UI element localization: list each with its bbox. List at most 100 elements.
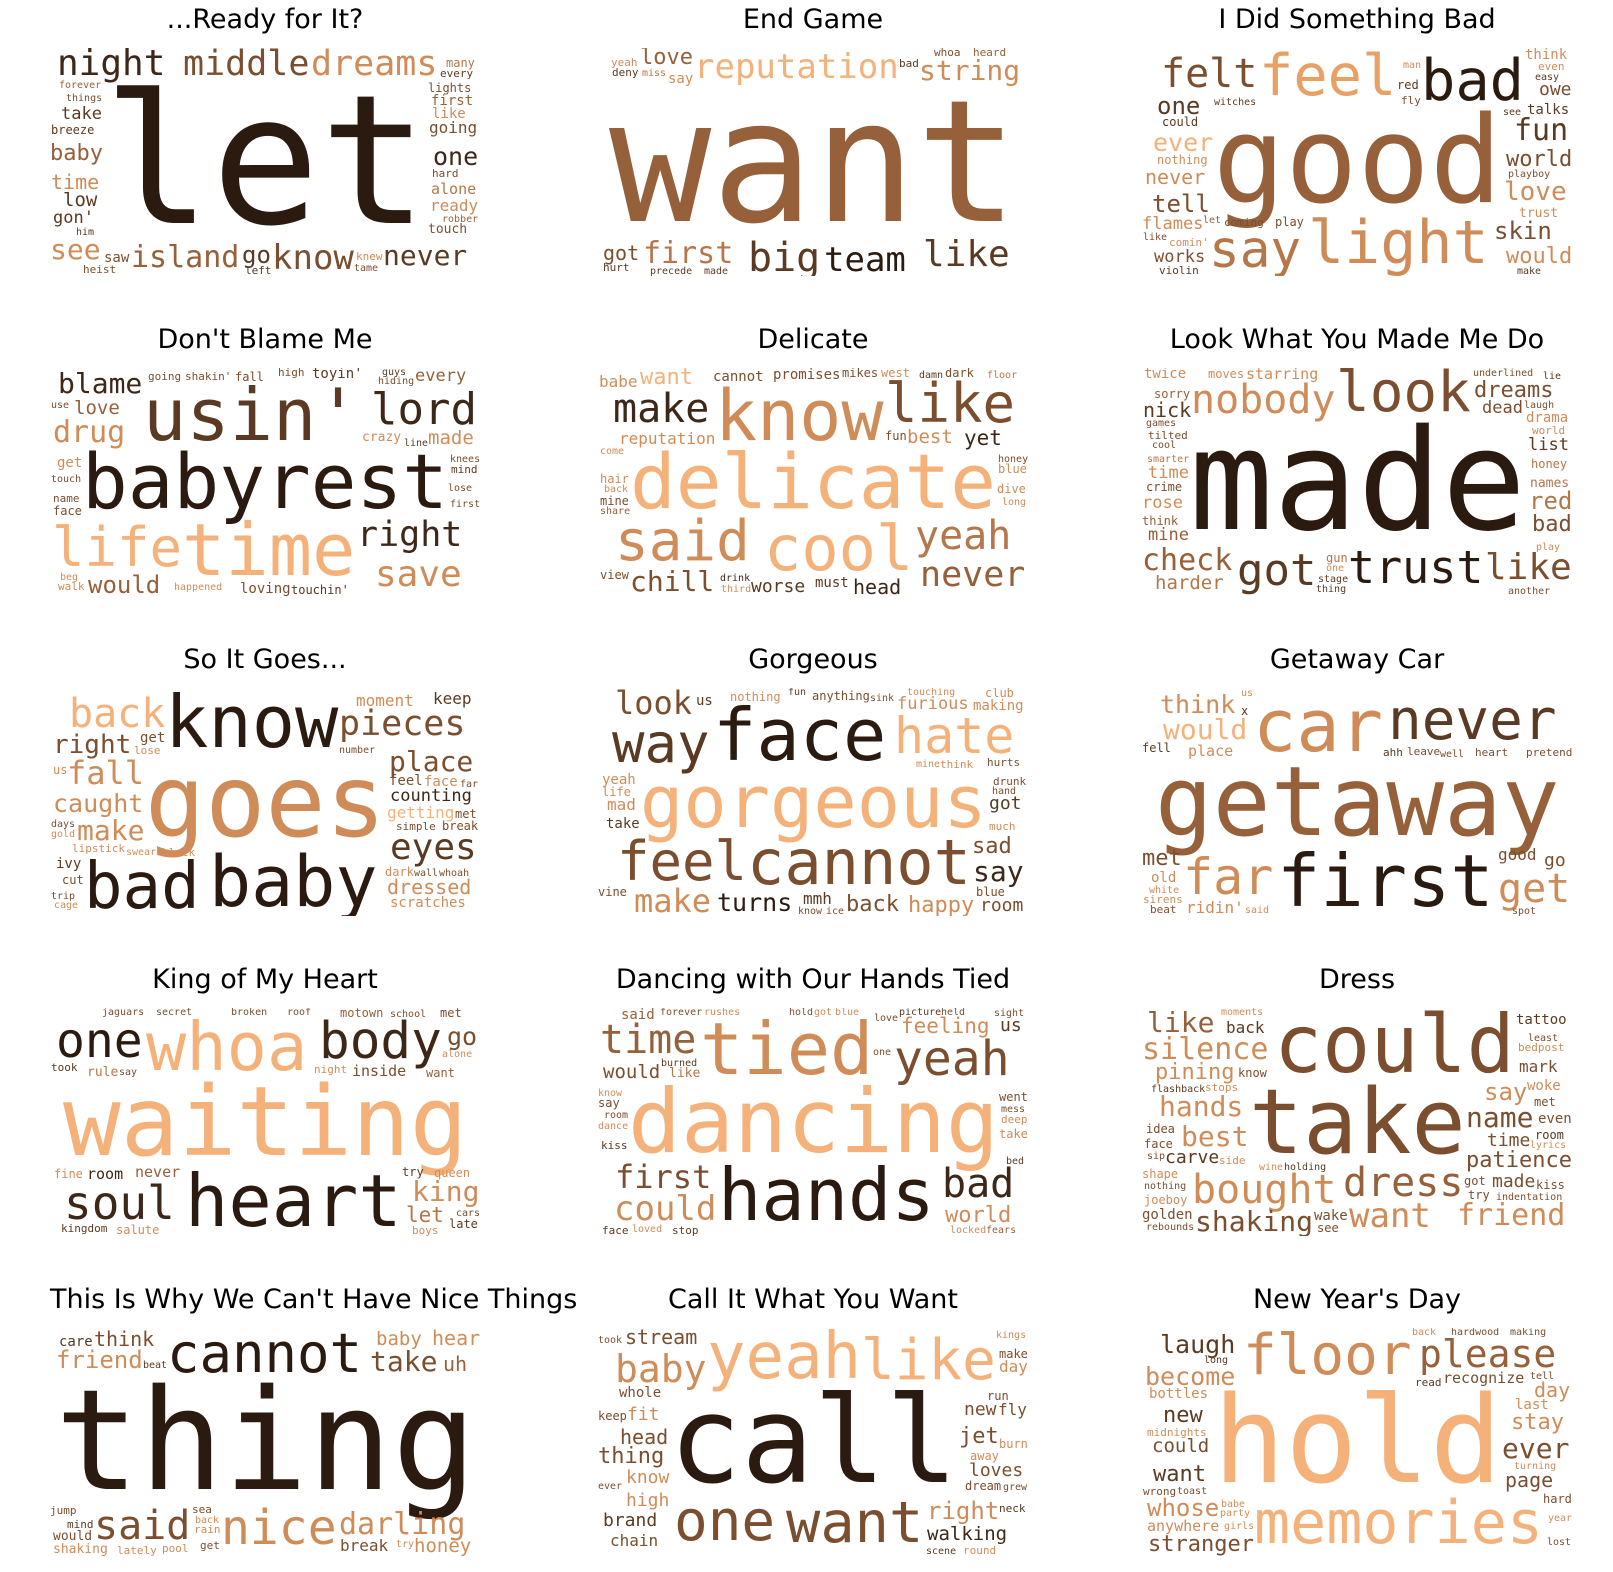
cloud-word: loves bbox=[969, 1460, 1024, 1482]
cloud-word: pool bbox=[162, 1542, 189, 1556]
cloud-word: works bbox=[1154, 247, 1206, 268]
cloud-word: play bbox=[1275, 215, 1304, 230]
cloud-word: wrong bbox=[1143, 1485, 1177, 1499]
cloud-word: could bbox=[1162, 115, 1199, 130]
cloud-word: know bbox=[598, 1087, 623, 1099]
cloud-word: stay bbox=[1511, 1409, 1564, 1435]
cloud-word: high bbox=[626, 1490, 670, 1512]
cloud-word: new bbox=[964, 1399, 997, 1421]
word-cloud-panel: Don't Blame Me babyrest usin' time life right… bbox=[50, 320, 480, 596]
cloud-word: mine bbox=[916, 758, 941, 770]
cloud-word: never bbox=[1388, 688, 1557, 754]
cloud-word: look bbox=[615, 688, 693, 723]
cloud-word: beat bbox=[143, 1359, 168, 1371]
cloud-word: playboy bbox=[1508, 168, 1551, 180]
cloud-word: coming bbox=[1224, 216, 1264, 230]
cloud-word: know bbox=[165, 688, 339, 765]
cloud-word: west bbox=[881, 368, 910, 381]
cloud-word: saw bbox=[104, 250, 130, 267]
cloud-word: hardwood bbox=[1451, 1328, 1500, 1338]
cloud-word: jet bbox=[959, 1423, 999, 1449]
cloud-word: run bbox=[987, 1389, 1009, 1404]
cloud-word: day bbox=[1534, 1378, 1571, 1402]
cloud-word: fall bbox=[235, 370, 264, 385]
cloud-word: woke bbox=[1527, 1078, 1561, 1095]
cloud-word: honey bbox=[414, 1535, 472, 1556]
cloud-word: sink bbox=[870, 692, 895, 704]
cloud-word: get bbox=[200, 1539, 220, 1553]
cloud-word: things bbox=[66, 92, 103, 104]
cloud-word: red bbox=[1529, 486, 1572, 515]
cloud-word: rose bbox=[1142, 493, 1183, 514]
cloud-word: got bbox=[1464, 1174, 1486, 1189]
cloud-word: feel bbox=[617, 830, 748, 894]
cloud-word: held bbox=[941, 1008, 966, 1018]
cloud-word: like bbox=[1143, 231, 1168, 243]
cloud-word: time bbox=[600, 1017, 697, 1063]
cloud-word: bad bbox=[899, 57, 919, 71]
cloud-word: mine bbox=[1148, 525, 1189, 546]
cloud-word: bedpost bbox=[1518, 1041, 1565, 1055]
cloud-word: tame bbox=[354, 262, 379, 274]
cloud-word: old bbox=[1151, 870, 1177, 887]
panel-title: Look What You Made Me Do bbox=[1169, 324, 1545, 355]
cloud-word: come bbox=[600, 445, 625, 457]
cloud-word: sad bbox=[972, 833, 1012, 859]
cloud-word: us bbox=[1000, 1015, 1022, 1037]
cloud-word: picture bbox=[899, 1008, 942, 1018]
cloud-word: away bbox=[970, 1449, 999, 1464]
cloud-word: know bbox=[272, 238, 354, 276]
word-cloud-panel: I Did Something Badgoodlightfeelbadsayso… bbox=[1142, 0, 1572, 276]
cloud-word: hurts bbox=[987, 756, 1021, 770]
cloud-word: number bbox=[339, 744, 376, 756]
cloud-word: flashback bbox=[1151, 1083, 1206, 1095]
cloud-word: damn bbox=[919, 369, 944, 381]
cloud-word: could bbox=[614, 1189, 717, 1230]
cloud-word: team bbox=[824, 240, 906, 276]
cloud-word: new bbox=[1163, 1402, 1203, 1428]
cloud-word: whole bbox=[619, 1385, 662, 1402]
cloud-word: ridin' bbox=[1186, 898, 1244, 916]
cloud-word: moments bbox=[1221, 1008, 1264, 1018]
cloud-word: red bbox=[1397, 78, 1419, 93]
cloud-word: promises bbox=[773, 368, 841, 384]
cloud-word: salute bbox=[116, 1223, 160, 1236]
cloud-word: want bbox=[426, 1066, 455, 1081]
cloud-word: best bbox=[1181, 1119, 1249, 1153]
cloud-word: lord bbox=[371, 383, 477, 435]
word-cloud: wantgameendreputationbigteamlikefirststr… bbox=[598, 48, 1028, 276]
cloud-word: crime bbox=[1146, 480, 1183, 495]
cloud-word: whoah bbox=[439, 867, 470, 879]
cloud-word: scratches bbox=[390, 895, 466, 912]
cloud-word: say bbox=[668, 71, 694, 88]
cloud-word: left bbox=[245, 264, 272, 276]
cloud-word: far bbox=[1183, 847, 1274, 906]
cloud-word: blue bbox=[998, 462, 1027, 477]
cloud-word: another bbox=[1508, 585, 1551, 596]
cloud-word: hold bbox=[789, 1008, 814, 1018]
cloud-word: toyin' bbox=[312, 368, 363, 383]
panel-title: Call It What You Want bbox=[668, 1284, 958, 1315]
cloud-word: back bbox=[1412, 1328, 1437, 1338]
cloud-word: broken bbox=[231, 1008, 268, 1018]
cloud-word: lights bbox=[428, 81, 472, 96]
cloud-word: take bbox=[1249, 1069, 1466, 1175]
cloud-word: fears bbox=[986, 1224, 1017, 1236]
cloud-word: see bbox=[1317, 1221, 1339, 1236]
cloud-word: yeah bbox=[611, 56, 638, 70]
cloud-word: dancing bbox=[628, 1069, 999, 1173]
cloud-word: pieces bbox=[339, 704, 466, 745]
cloud-word: think bbox=[1142, 514, 1179, 529]
cloud-word: ever bbox=[1153, 127, 1214, 157]
cloud-word: keep bbox=[598, 1409, 627, 1424]
cloud-word: last bbox=[1515, 1397, 1549, 1414]
cloud-word: whoa bbox=[934, 48, 961, 60]
cloud-word: dressed bbox=[387, 875, 472, 899]
cloud-word: said bbox=[621, 1008, 655, 1024]
cloud-word: think bbox=[94, 1328, 155, 1351]
cloud-word: mind bbox=[67, 1518, 94, 1532]
cloud-word: starring bbox=[1246, 368, 1319, 384]
cloud-word: sight bbox=[994, 1008, 1025, 1019]
cloud-word: cool bbox=[1152, 439, 1177, 451]
cloud-word: blame bbox=[58, 368, 143, 400]
